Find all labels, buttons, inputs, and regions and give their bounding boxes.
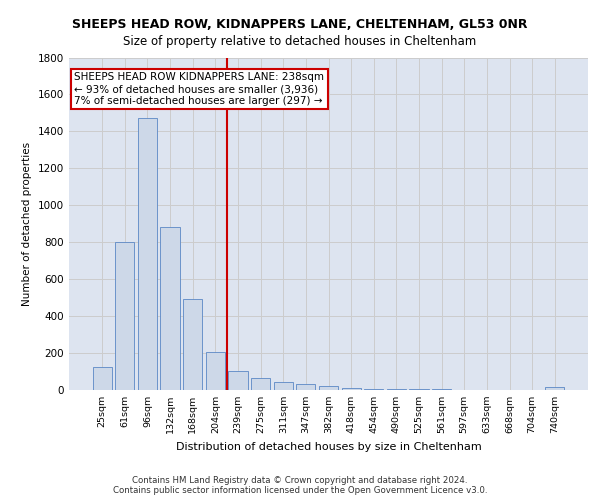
Bar — [206, 352, 225, 390]
Bar — [545, 387, 565, 390]
Bar — [387, 389, 406, 390]
Bar — [160, 228, 180, 390]
Bar — [364, 388, 383, 390]
Bar — [274, 382, 293, 390]
Bar — [341, 388, 361, 390]
Bar — [229, 370, 248, 390]
Text: SHEEPS HEAD ROW KIDNAPPERS LANE: 238sqm
← 93% of detached houses are smaller (3,: SHEEPS HEAD ROW KIDNAPPERS LANE: 238sqm … — [74, 72, 324, 106]
Text: Contains HM Land Registry data © Crown copyright and database right 2024.: Contains HM Land Registry data © Crown c… — [132, 476, 468, 485]
Bar — [115, 242, 134, 390]
Text: Size of property relative to detached houses in Cheltenham: Size of property relative to detached ho… — [124, 35, 476, 48]
Bar — [183, 300, 202, 390]
Y-axis label: Number of detached properties: Number of detached properties — [22, 142, 32, 306]
Bar — [251, 378, 270, 390]
Bar — [138, 118, 157, 390]
Text: Contains public sector information licensed under the Open Government Licence v3: Contains public sector information licen… — [113, 486, 487, 495]
Bar — [319, 386, 338, 390]
X-axis label: Distribution of detached houses by size in Cheltenham: Distribution of detached houses by size … — [176, 442, 481, 452]
Text: SHEEPS HEAD ROW, KIDNAPPERS LANE, CHELTENHAM, GL53 0NR: SHEEPS HEAD ROW, KIDNAPPERS LANE, CHELTE… — [72, 18, 528, 30]
Bar — [92, 367, 112, 390]
Bar — [296, 384, 316, 390]
